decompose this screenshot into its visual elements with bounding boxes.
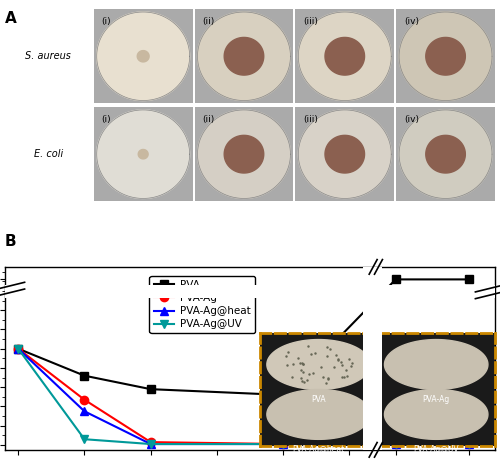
Polygon shape bbox=[138, 150, 148, 159]
Polygon shape bbox=[298, 110, 391, 198]
Line: PVA-Ag@UV: PVA-Ag@UV bbox=[14, 345, 472, 448]
PVA-Ag@heat bbox=[15, 346, 21, 352]
PVA bbox=[466, 277, 471, 282]
Bar bbox=[0, 285, 500, 298]
Polygon shape bbox=[96, 12, 190, 101]
PVA-Ag bbox=[82, 397, 87, 403]
PVA bbox=[148, 386, 154, 392]
PVA-Ag@UV bbox=[392, 441, 398, 447]
PVA-Ag@UV bbox=[15, 346, 21, 352]
Polygon shape bbox=[224, 135, 264, 173]
Polygon shape bbox=[426, 38, 466, 75]
PVA-Ag@heat bbox=[280, 441, 286, 447]
PVA-Ag@UV bbox=[82, 437, 87, 442]
PVA bbox=[280, 392, 286, 397]
Text: (iv): (iv) bbox=[404, 17, 419, 26]
Text: (i): (i) bbox=[102, 17, 112, 26]
Text: A: A bbox=[5, 11, 17, 27]
Text: (ii): (ii) bbox=[202, 17, 214, 26]
PVA-Ag@UV bbox=[280, 441, 286, 447]
Polygon shape bbox=[198, 12, 290, 101]
Text: (i): (i) bbox=[102, 115, 112, 123]
Polygon shape bbox=[198, 110, 290, 198]
PVA-Ag@heat bbox=[466, 441, 471, 447]
PVA-Ag@heat bbox=[392, 441, 398, 447]
PVA-Ag bbox=[148, 439, 154, 445]
Polygon shape bbox=[399, 12, 492, 101]
Text: (iii): (iii) bbox=[303, 17, 318, 26]
PVA-Ag@UV bbox=[148, 441, 154, 447]
Text: S. aureus: S. aureus bbox=[26, 51, 72, 61]
PVA-Ag@heat bbox=[82, 409, 87, 414]
Polygon shape bbox=[96, 110, 190, 198]
Legend: PVA, PVA-Ag, PVA-Ag@heat, PVA-Ag@UV: PVA, PVA-Ag, PVA-Ag@heat, PVA-Ag@UV bbox=[150, 276, 254, 333]
PVA bbox=[15, 346, 21, 352]
Line: PVA-Ag@heat: PVA-Ag@heat bbox=[14, 345, 472, 448]
PVA bbox=[392, 277, 398, 282]
Polygon shape bbox=[137, 50, 149, 62]
Line: PVA-Ag: PVA-Ag bbox=[14, 345, 472, 448]
Text: (ii): (ii) bbox=[202, 115, 214, 123]
PVA-Ag@heat bbox=[148, 441, 154, 447]
PVA-Ag bbox=[392, 441, 398, 447]
Text: (iv): (iv) bbox=[404, 115, 419, 123]
Polygon shape bbox=[224, 38, 264, 75]
Line: PVA: PVA bbox=[14, 275, 472, 399]
PVA bbox=[82, 373, 87, 378]
Polygon shape bbox=[399, 110, 492, 198]
Polygon shape bbox=[298, 12, 391, 101]
PVA-Ag@UV bbox=[466, 441, 471, 447]
Text: E. coli: E. coli bbox=[34, 149, 63, 159]
Polygon shape bbox=[325, 135, 364, 173]
Text: B: B bbox=[5, 234, 16, 249]
Bar bbox=[362, 257, 382, 459]
Polygon shape bbox=[426, 135, 466, 173]
Polygon shape bbox=[325, 38, 364, 75]
Text: (iii): (iii) bbox=[303, 115, 318, 123]
PVA-Ag bbox=[15, 346, 21, 352]
PVA-Ag bbox=[466, 441, 471, 447]
PVA-Ag bbox=[280, 441, 286, 447]
